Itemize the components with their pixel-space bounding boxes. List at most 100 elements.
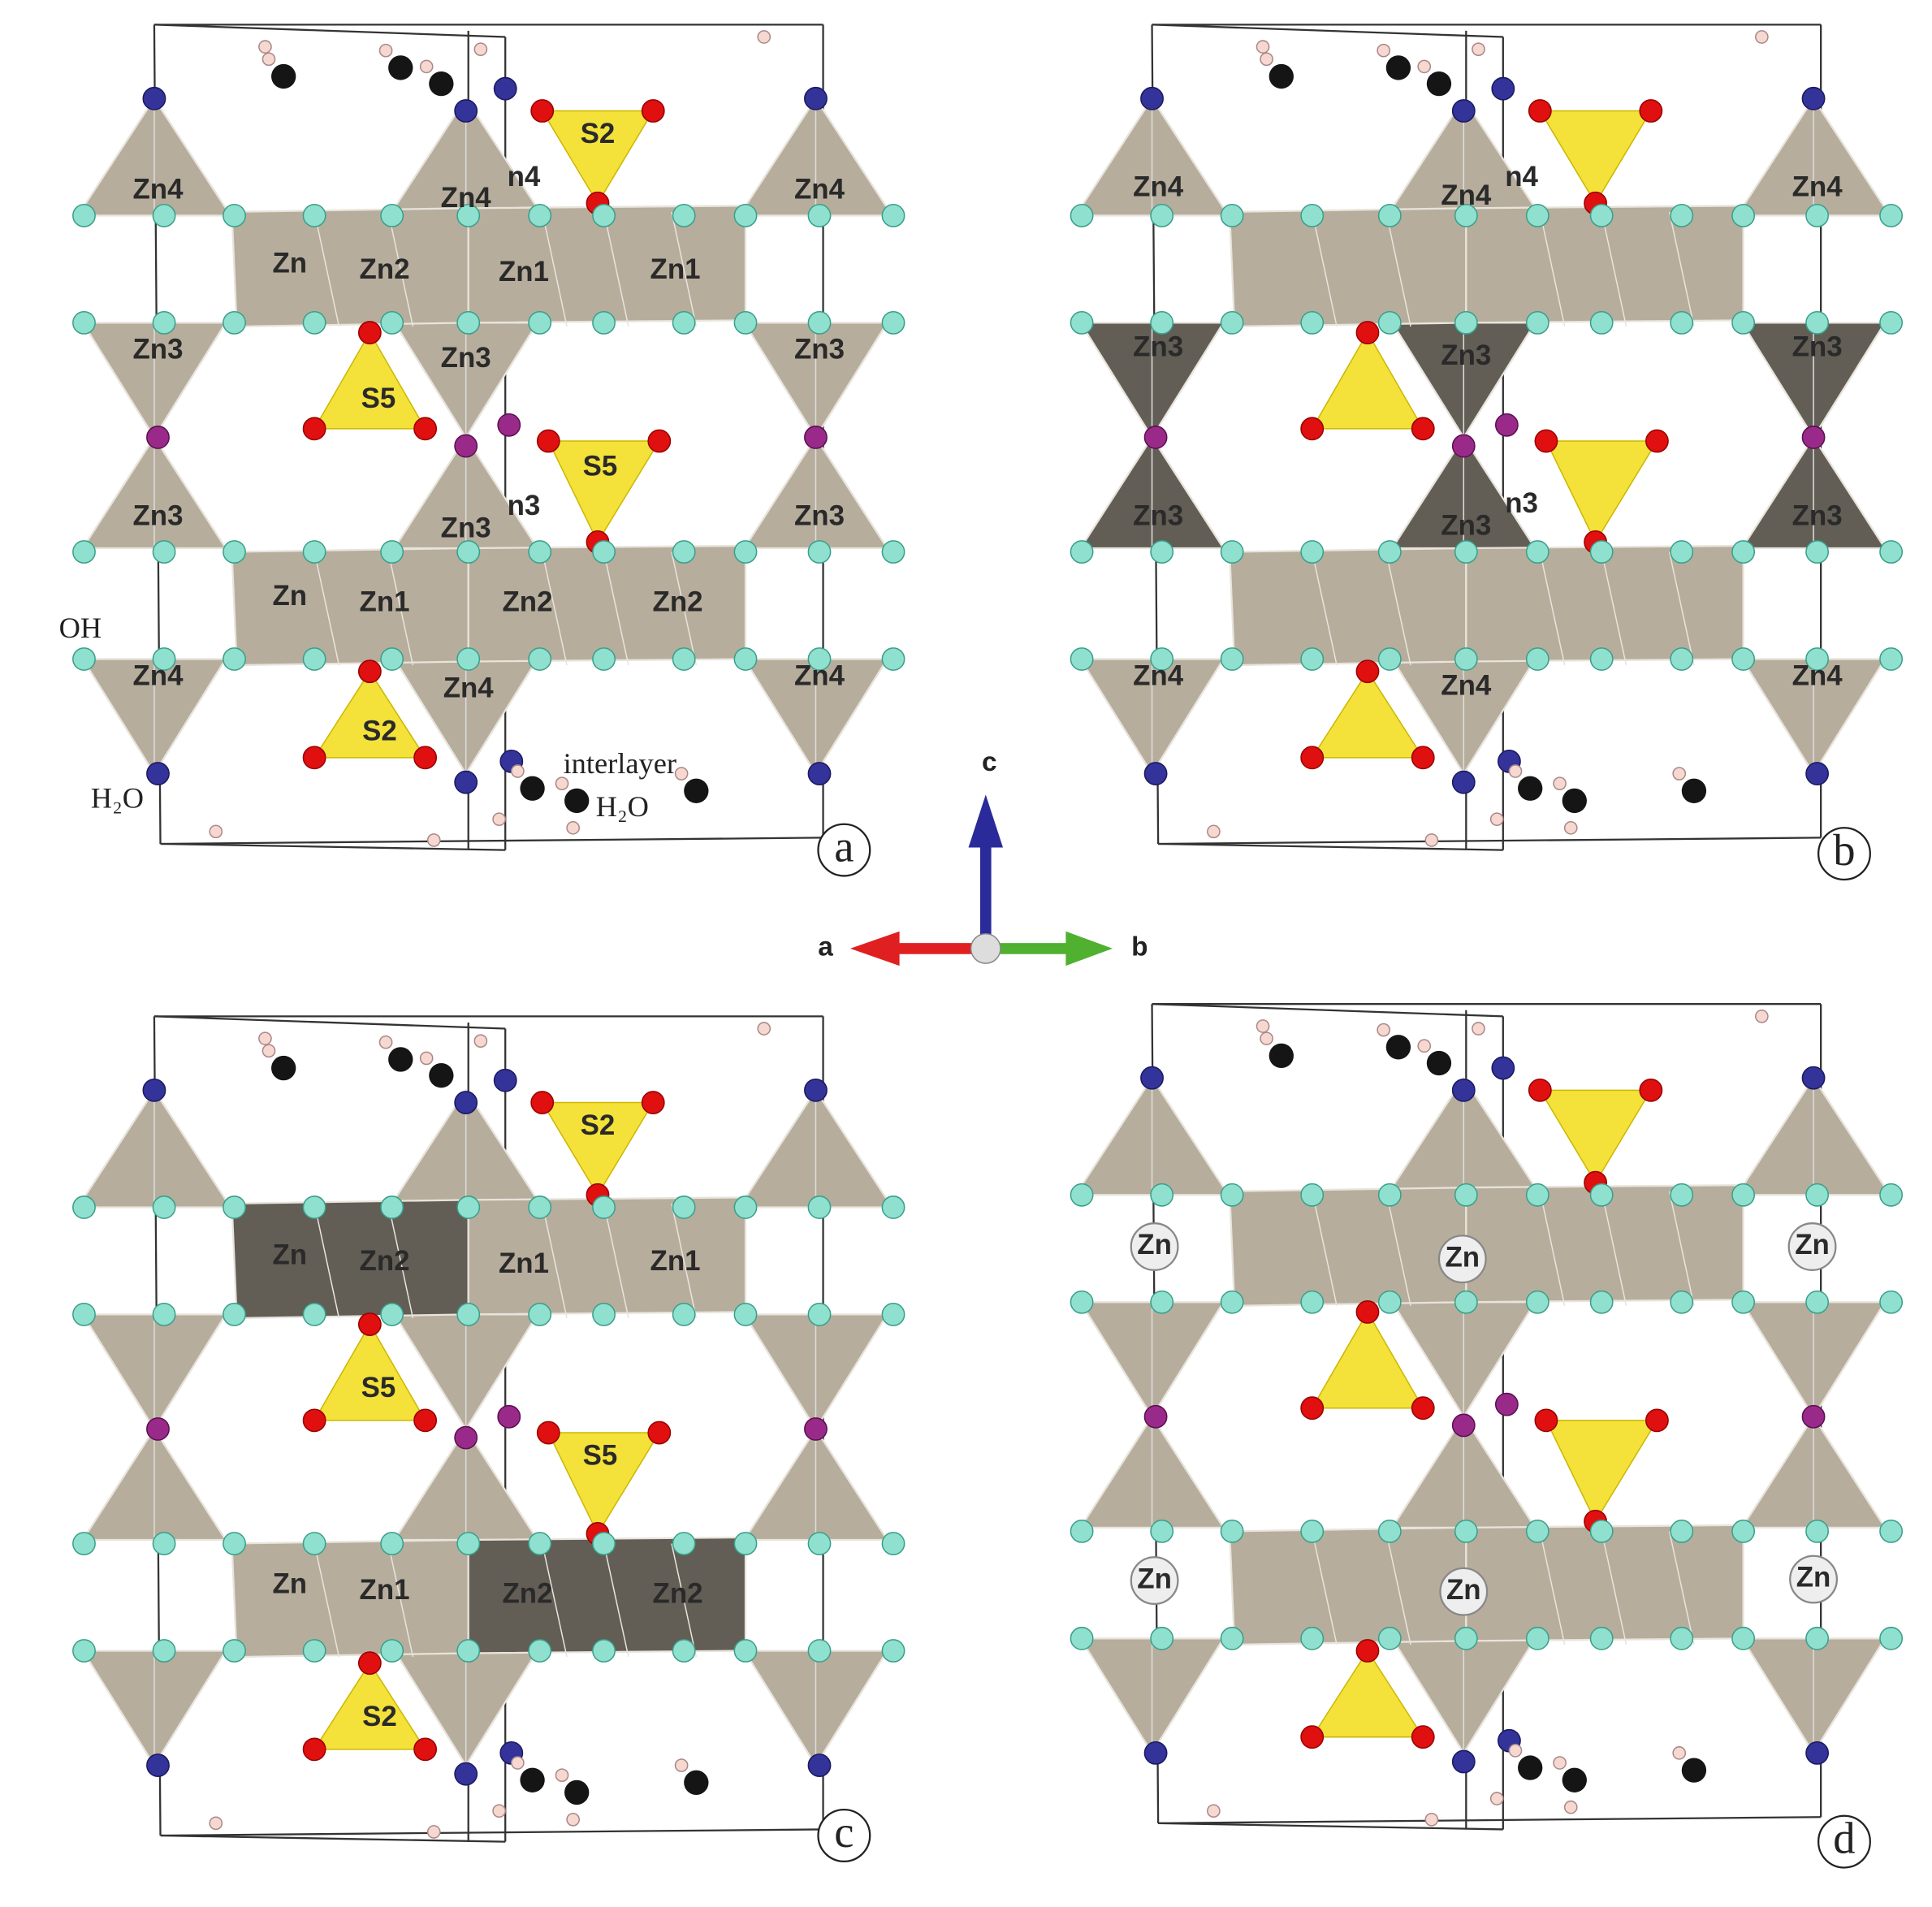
octahedral-layer [1228, 207, 1467, 328]
hydroxyl [1454, 540, 1478, 564]
hydroxyl [1300, 540, 1325, 564]
hydroxyl [1220, 1183, 1244, 1207]
chlorine [1494, 1392, 1519, 1416]
hydroxyl [302, 647, 326, 671]
water-oxygen [454, 1091, 478, 1114]
cell-edge [160, 1828, 823, 1837]
hydroxyl [1220, 1626, 1244, 1650]
atom-label: interlayer [564, 747, 676, 780]
axis-b-head [1065, 931, 1113, 966]
axis-label: b [1131, 932, 1148, 962]
interlayer-hydrogen [555, 776, 569, 791]
hydrogen [473, 1034, 488, 1049]
hydroxyl [1879, 540, 1904, 564]
hydroxyl [1150, 1290, 1174, 1314]
sulfate [1311, 1310, 1424, 1409]
cell-edge [153, 1015, 506, 1030]
interlayer-water [1562, 1767, 1587, 1792]
hydroxyl [528, 310, 552, 335]
hydroxyl [592, 540, 616, 564]
interlayer-water [520, 1767, 545, 1792]
hydroxyl [72, 540, 96, 564]
atom-label: Zn [272, 1239, 307, 1270]
cell-edge [1158, 837, 1822, 845]
hydroxyl [1731, 204, 1756, 227]
cell-edge [160, 1834, 506, 1843]
hydroxyl [456, 1532, 481, 1555]
octa-edge [1601, 1531, 1627, 1645]
hydrogen [426, 833, 441, 847]
sulfate [547, 1432, 661, 1535]
hydroxyl [1670, 1519, 1694, 1543]
atom-label: Zn3 [1441, 339, 1491, 371]
octa-edge [1668, 551, 1695, 666]
chlorine [1143, 426, 1168, 449]
cell-edge [160, 842, 506, 851]
water-oxygen [1143, 762, 1168, 785]
hydroxyl [592, 1196, 616, 1219]
water-oxygen [807, 762, 832, 785]
water-oxygen [807, 1753, 832, 1777]
oxygen [1300, 1396, 1325, 1421]
chlorine [497, 1404, 521, 1429]
atom-label: Zn1 [499, 1248, 549, 1279]
octa-edge [603, 211, 629, 327]
chlorine [454, 1425, 478, 1450]
oxygen [302, 1737, 326, 1762]
hydroxyl [1731, 1519, 1756, 1543]
hydroxyl [1805, 647, 1830, 671]
hydrogen [258, 1031, 272, 1046]
hydroxyl [380, 647, 404, 671]
octa-edge [541, 1543, 568, 1658]
hydrogen [1207, 1804, 1221, 1818]
hydroxyl [1731, 310, 1756, 335]
hydroxyl [672, 647, 696, 671]
octa-edge [603, 551, 629, 666]
interlayer-hydrogen [674, 1758, 689, 1772]
hydroxyl [1805, 1626, 1830, 1650]
oxygen [641, 1091, 665, 1114]
octa-edge [1601, 1191, 1627, 1306]
hydroxyl [152, 310, 176, 335]
hydroxyl [1150, 204, 1174, 227]
oxygen [1355, 659, 1380, 684]
hydroxyl [528, 1532, 552, 1555]
water-oxygen [1143, 1741, 1168, 1765]
atom-label: Zn3 [794, 334, 845, 365]
cell-edge [1152, 24, 1503, 38]
hydroxyl [1300, 310, 1325, 335]
hydrogen [492, 1804, 506, 1818]
hydroxyl [1879, 1519, 1904, 1543]
atom-label: Zn [272, 580, 307, 612]
hydroxyl [1670, 204, 1694, 227]
hydroxyl [1454, 310, 1478, 335]
hydroxyl [456, 310, 481, 335]
hydrogen [1563, 1800, 1578, 1814]
hydroxyl [1300, 1290, 1325, 1314]
chlorine [1801, 1404, 1826, 1429]
interlayer-water [1426, 71, 1452, 97]
structure-panel: Zn4 Zn4 n4 Zn4 Zn3 Zn3 Zn3 Zn3 n3 Zn3 Zn3 Zn4 Zn4 Zn4… [1070, 24, 1904, 881]
hydroxyl [528, 647, 552, 671]
atom-label: Zn [272, 247, 307, 279]
hydroxyl [1589, 310, 1614, 335]
atom-label: S5 [583, 1440, 618, 1472]
panel-letter-circle [1817, 1814, 1871, 1869]
hydroxyl [528, 1639, 552, 1663]
octa-edge [313, 1543, 340, 1658]
atom-label: S5 [583, 451, 618, 482]
interlayer-hydrogen [511, 1756, 525, 1770]
hydroxyl [1150, 647, 1174, 671]
hydroxyl [152, 204, 176, 227]
octa-edge [387, 1203, 414, 1319]
hydroxyl [881, 1303, 905, 1326]
zinc-ball [1437, 1235, 1487, 1284]
atom-label: Zn1 [650, 1245, 701, 1277]
atom-label: Zn3 [132, 334, 183, 365]
zinc-ball [1787, 1222, 1837, 1271]
octahedral-layer [231, 1538, 469, 1658]
octa-edge [387, 1543, 414, 1658]
hydroxyl [1377, 647, 1402, 671]
hydroxyl [1150, 540, 1174, 564]
interlayer-water [271, 63, 296, 89]
